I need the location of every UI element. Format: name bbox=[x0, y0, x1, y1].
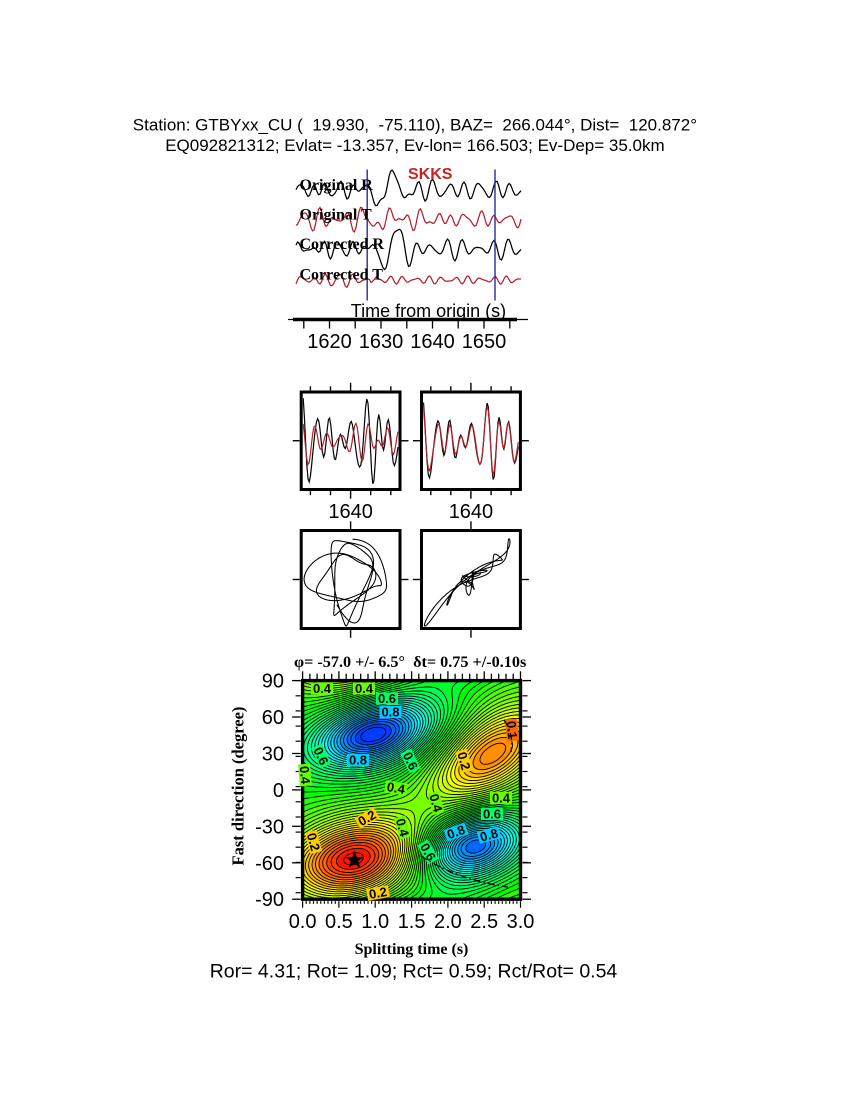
svg-text:0.2: 0.2 bbox=[454, 750, 473, 771]
svg-text:1620: 1620 bbox=[307, 331, 352, 353]
svg-text:0.0: 0.0 bbox=[289, 911, 317, 933]
svg-text:0.4: 0.4 bbox=[492, 791, 511, 806]
svg-text:0.8: 0.8 bbox=[381, 705, 399, 720]
svg-text:1640: 1640 bbox=[410, 331, 455, 353]
svg-text:2.5: 2.5 bbox=[470, 911, 498, 933]
svg-text:0.4: 0.4 bbox=[297, 765, 314, 785]
svg-text:0.2: 0.2 bbox=[304, 831, 323, 852]
svg-text:0.8: 0.8 bbox=[445, 822, 467, 842]
svg-text:0.4: 0.4 bbox=[393, 817, 412, 839]
svg-text:1630: 1630 bbox=[359, 331, 404, 353]
svg-text:90: 90 bbox=[262, 671, 284, 693]
svg-text:Fast direction (degree): Fast direction (degree) bbox=[229, 707, 248, 866]
svg-text:Ror= 4.31; Rot= 1.09; Rct= 0.5: Ror= 4.31; Rot= 1.09; Rct= 0.59; Rct/Rot… bbox=[210, 961, 618, 983]
svg-text:Original R: Original R bbox=[300, 177, 374, 194]
svg-text:-30: -30 bbox=[255, 816, 284, 838]
svg-text:0.6: 0.6 bbox=[310, 745, 331, 768]
svg-text:0.4: 0.4 bbox=[313, 681, 332, 696]
svg-text:0.6: 0.6 bbox=[483, 807, 501, 822]
svg-text:2.0: 2.0 bbox=[434, 911, 462, 933]
svg-text:φ= -57.0 +/- 6.5° δt= 0.75 +/: φ= -57.0 +/- 6.5° δt= 0.75 +/-0.10s bbox=[294, 653, 526, 671]
svg-text:0.2: 0.2 bbox=[368, 884, 388, 902]
svg-text:SKKS: SKKS bbox=[408, 166, 453, 183]
svg-text:Splitting time (s): Splitting time (s) bbox=[355, 941, 469, 958]
svg-text:EQ092821312; Evlat= -13.357, E: EQ092821312; Evlat= -13.357, Ev-lon= 166… bbox=[165, 136, 664, 155]
svg-text:0.4: 0.4 bbox=[426, 792, 445, 814]
svg-text:-60: -60 bbox=[255, 853, 284, 875]
svg-text:3.0: 3.0 bbox=[507, 911, 535, 933]
svg-text:1640: 1640 bbox=[449, 501, 494, 523]
svg-text:0: 0 bbox=[273, 780, 284, 802]
svg-text:60: 60 bbox=[262, 707, 284, 729]
svg-text:0.5: 0.5 bbox=[325, 911, 353, 933]
svg-text:-90: -90 bbox=[255, 889, 284, 911]
svg-text:Time from origin (s): Time from origin (s) bbox=[351, 301, 506, 321]
svg-text:Station: GTBYxx_CU ( 19.930,: Station: GTBYxx_CU ( 19.930, -75.110), B… bbox=[133, 116, 697, 135]
svg-text:0.4: 0.4 bbox=[386, 779, 407, 797]
svg-text:Original T: Original T bbox=[300, 207, 372, 224]
svg-text:Corrected T: Corrected T bbox=[300, 267, 384, 284]
svg-text:1.5: 1.5 bbox=[398, 911, 426, 933]
svg-text:0.8: 0.8 bbox=[349, 753, 367, 768]
svg-text:1.0: 1.0 bbox=[361, 911, 389, 933]
svg-text:Corrected R: Corrected R bbox=[300, 236, 385, 253]
svg-text:30: 30 bbox=[262, 744, 284, 766]
svg-text:0.6: 0.6 bbox=[400, 750, 421, 773]
svg-text:0.4: 0.4 bbox=[355, 681, 374, 696]
svg-text:1650: 1650 bbox=[462, 331, 507, 353]
svg-text:0.6: 0.6 bbox=[378, 691, 396, 706]
svg-text:1640: 1640 bbox=[328, 501, 373, 523]
svg-text:0.8: 0.8 bbox=[478, 825, 499, 844]
